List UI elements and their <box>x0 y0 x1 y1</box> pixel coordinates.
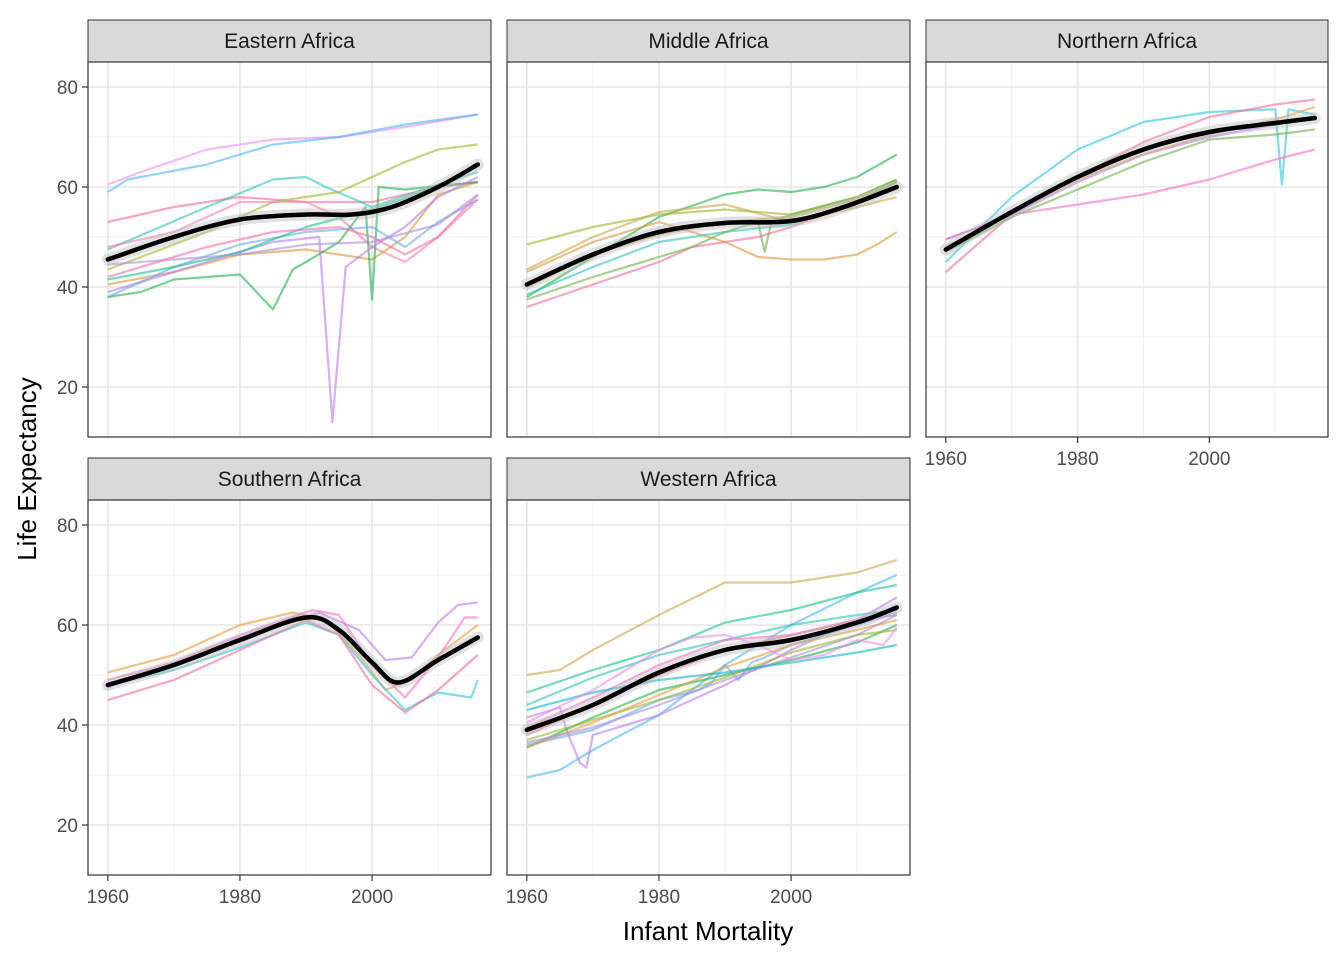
facet-strip <box>87 457 492 501</box>
y-tick-label: 40 <box>57 716 78 737</box>
panel-grid <box>507 62 910 437</box>
facet-eastern-africa: Eastern Africa <box>87 19 492 438</box>
facet-strip-label: Middle Africa <box>648 30 769 53</box>
facet-northern-africa: Northern Africa <box>925 19 1329 438</box>
x-tick-label: 2000 <box>1188 449 1230 470</box>
y-tick-label: 60 <box>57 616 78 637</box>
panel-border <box>506 61 911 438</box>
facet-strip <box>506 457 911 501</box>
trend-line <box>105 614 481 688</box>
series-line <box>107 113 478 186</box>
y-tick-label: 40 <box>57 278 78 299</box>
series-line <box>107 113 478 193</box>
x-tick-label: 1960 <box>925 449 967 470</box>
series-line <box>526 220 898 274</box>
panel-border <box>925 61 1329 438</box>
series-line <box>107 180 478 311</box>
series-line <box>107 143 478 271</box>
x-tick-label: 1980 <box>1056 449 1098 470</box>
x-axis-title: Infant Mortality <box>623 916 794 946</box>
x-axis-ticks: 1960 1980 2000 1960 1980 2000 1960 1980 2000 <box>87 437 1231 908</box>
facet-strip-label: Southern Africa <box>218 468 362 491</box>
panel-background <box>507 500 910 875</box>
y-tick-label: 80 <box>57 516 78 537</box>
y-tick-label: 60 <box>57 178 78 199</box>
x-tick-label: 1960 <box>506 887 548 908</box>
panel-grid <box>926 62 1328 437</box>
panel-background <box>88 500 491 875</box>
trend-line <box>524 605 900 733</box>
x-tick-label: 2000 <box>770 887 812 908</box>
facet-strip-label: Eastern Africa <box>224 30 355 53</box>
series-line <box>526 195 898 271</box>
facet-panels: Eastern Africa Middle Africa Northern Afri… <box>87 19 1329 876</box>
facet-strip <box>87 19 492 63</box>
x-tick-label: 1980 <box>219 887 261 908</box>
trend-line <box>105 162 481 262</box>
x-tick-label: 1980 <box>638 887 680 908</box>
series-line <box>107 608 478 699</box>
series-line <box>945 128 1315 253</box>
x-tick-label: 2000 <box>351 887 393 908</box>
y-tick-label: 20 <box>57 816 78 837</box>
panel-border <box>506 499 911 876</box>
series-line <box>526 573 898 779</box>
y-tick-label: 80 <box>57 78 78 99</box>
series-line <box>107 621 479 712</box>
trend-line <box>943 115 1318 252</box>
x-tick-label: 1960 <box>87 887 129 908</box>
series-line <box>526 614 898 744</box>
series-line <box>526 623 898 749</box>
facet-middle-africa: Middle Africa <box>506 19 911 438</box>
y-tick-label: 20 <box>57 378 78 399</box>
series-line <box>526 583 898 694</box>
series-line <box>107 193 479 279</box>
series-line <box>107 193 479 266</box>
series-line <box>526 608 898 729</box>
facet-western-africa: Western Africa <box>506 457 911 876</box>
y-axis-ticks: 20 40 60 80 20 40 60 80 <box>57 78 88 837</box>
series-line <box>107 618 479 714</box>
y-axis-title: Life Expectancy <box>12 377 42 561</box>
trend-line <box>524 184 900 287</box>
series-line <box>526 618 898 749</box>
panel-border <box>87 61 492 438</box>
facet-strip-label: Northern Africa <box>1057 30 1197 53</box>
series-line <box>526 643 898 712</box>
panel-border <box>87 499 492 876</box>
facet-strip-label: Western Africa <box>640 468 776 491</box>
series-line <box>526 558 898 677</box>
facet-southern-africa: Southern Africa <box>87 457 492 876</box>
